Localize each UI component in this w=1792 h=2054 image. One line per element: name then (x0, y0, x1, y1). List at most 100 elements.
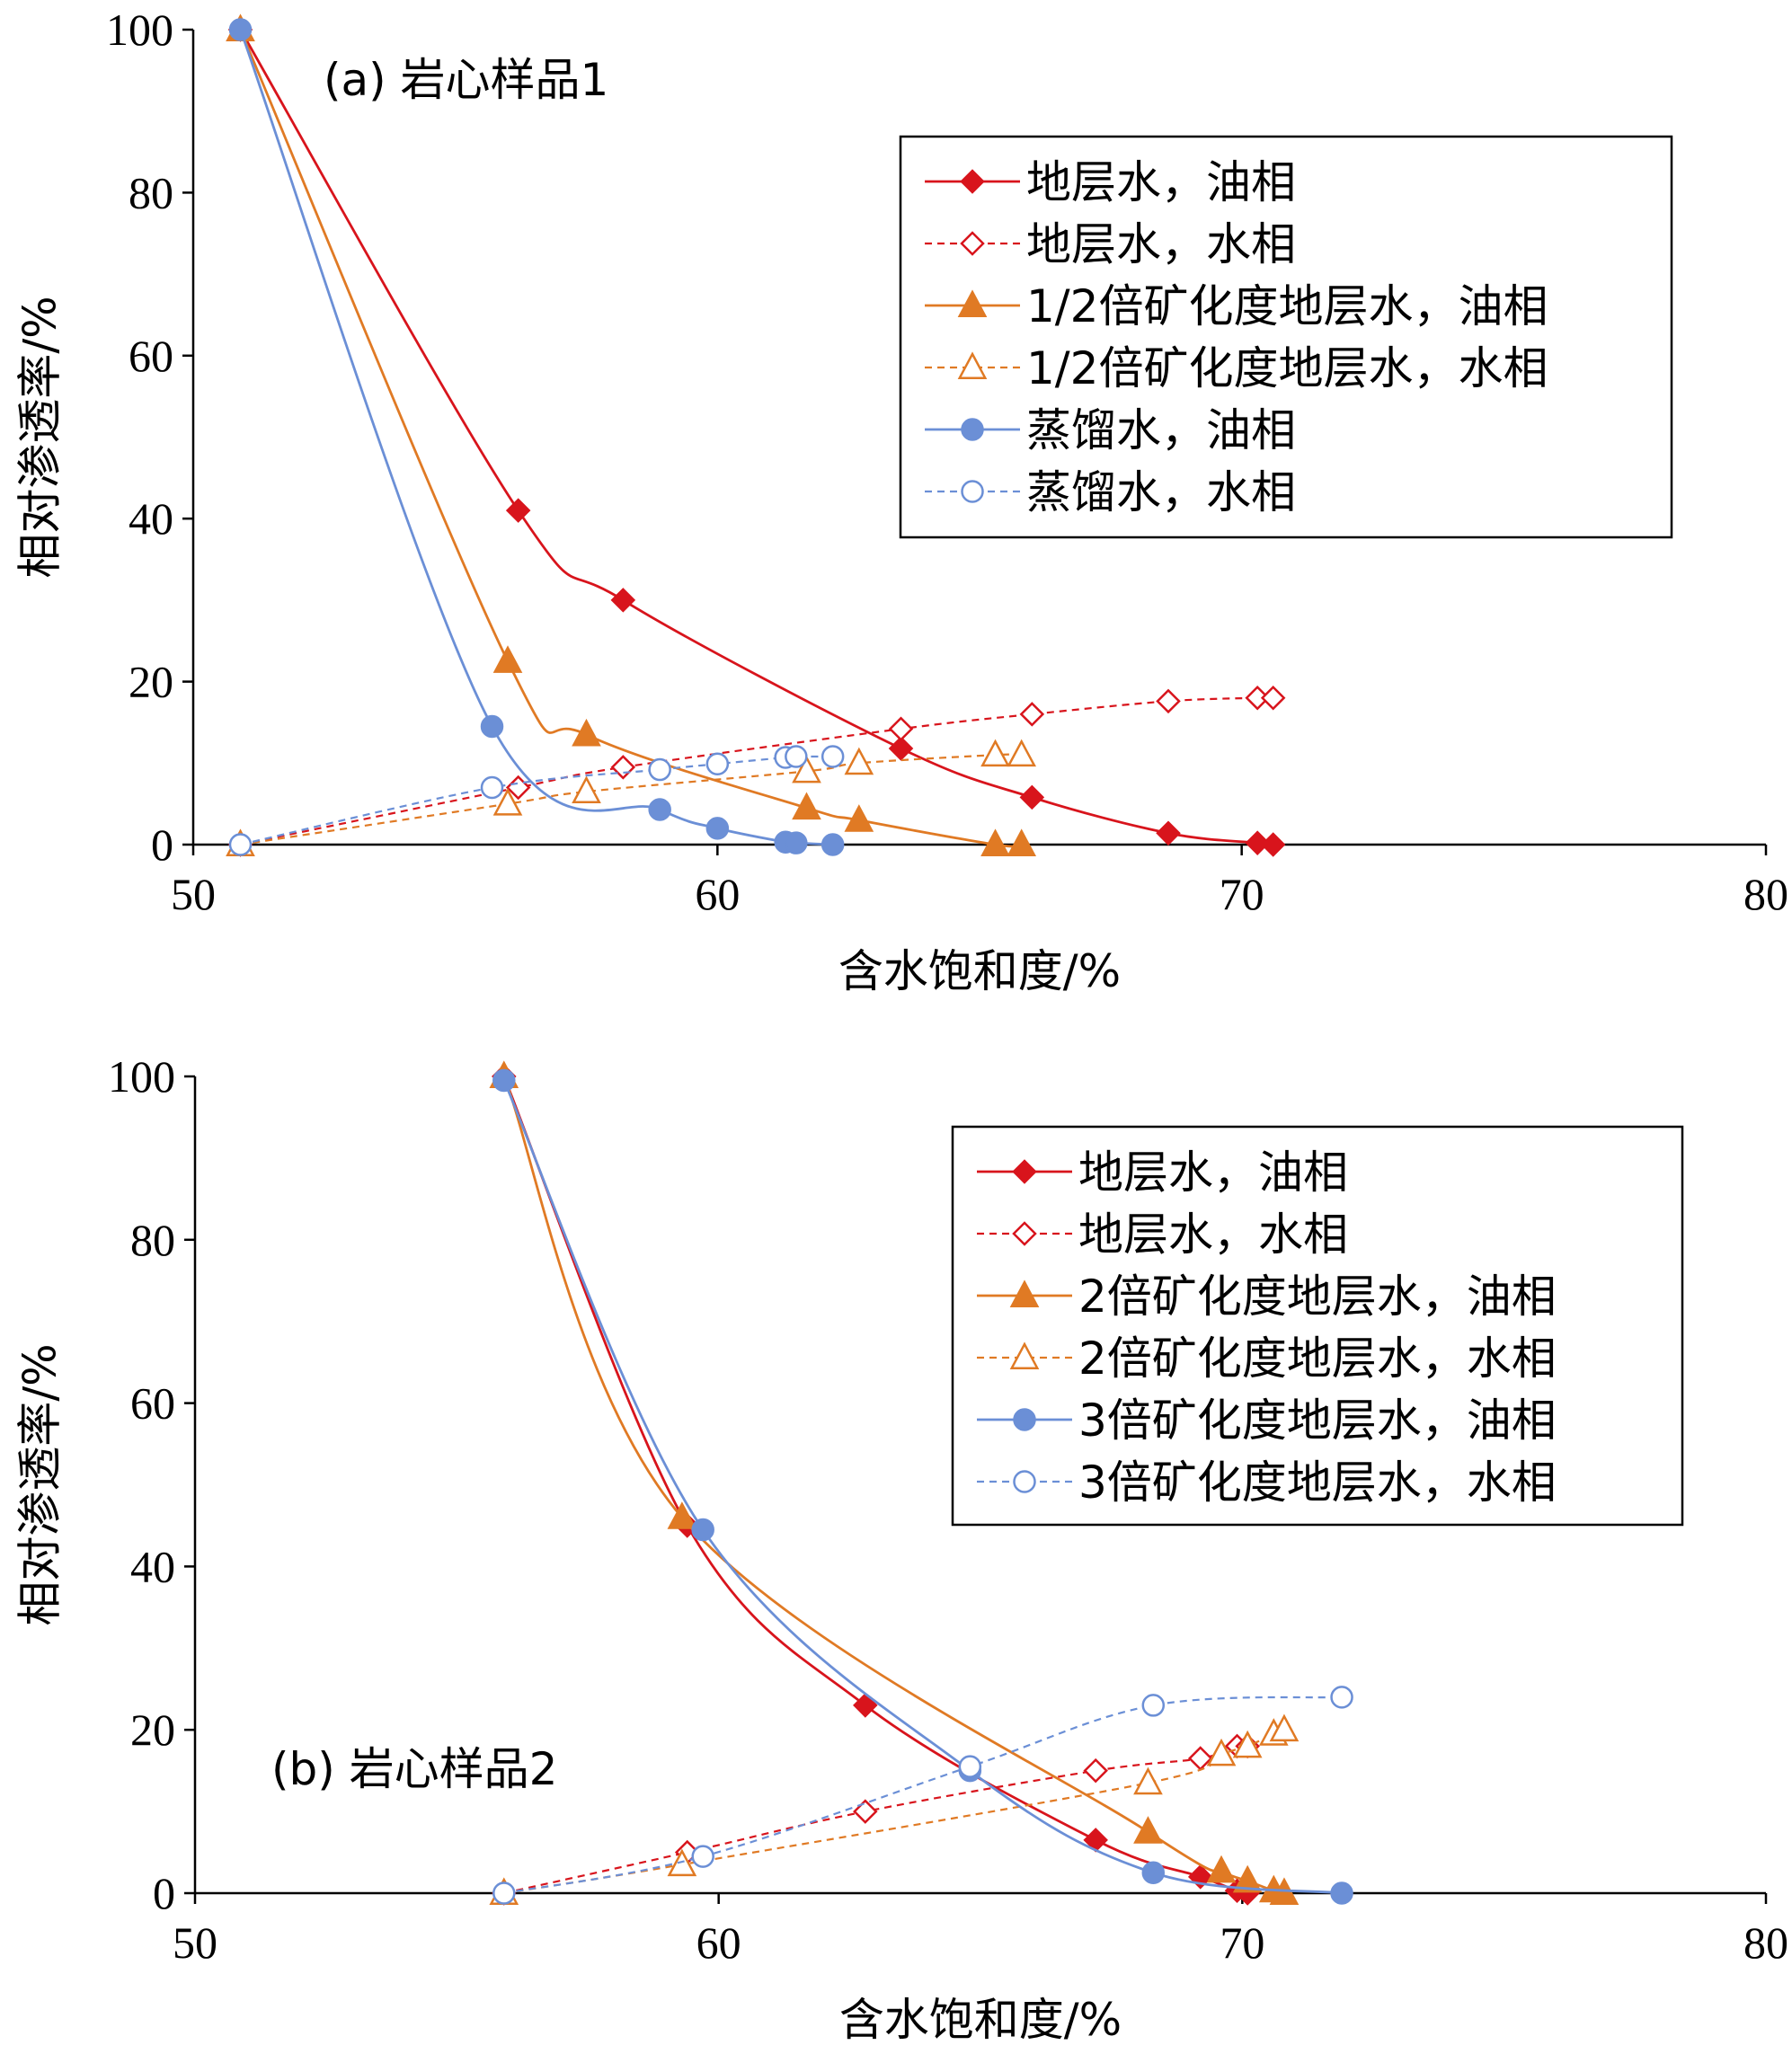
y-tick-label: 20 (129, 657, 173, 707)
data-point (785, 745, 808, 768)
legend-entry: 1/2倍矿化度地层水，水相 (925, 342, 1548, 394)
series-line (239, 29, 1022, 848)
legend-swatch-marker (1009, 1341, 1040, 1369)
data-point (1141, 1694, 1166, 1717)
data-point (980, 828, 1010, 856)
legend-label: 地层水，水相 (1026, 218, 1296, 270)
panel-annotation: (b) 岩心样品2 (271, 1743, 557, 1795)
data-point (1232, 1730, 1263, 1758)
legend-label: 1/2倍矿化度地层水，油相 (1026, 280, 1548, 332)
series-line (240, 755, 833, 846)
x-tick-label: 70 (1220, 1917, 1264, 1968)
legend-label: 地层水，油相 (1078, 1147, 1348, 1199)
data-point (228, 833, 253, 856)
data-point (792, 755, 821, 784)
legend-swatch-marker (960, 231, 985, 256)
y-tick-label: 100 (108, 1051, 175, 1102)
chart-panel-a: 0 20 40 60 80 100 50 60 70 80 含水饱和度/% 相对渗透率/% 地层水，油相… (14, 4, 1789, 997)
data-point (844, 747, 874, 775)
legend-label: 1/2倍矿化度地层水，水相 (1026, 342, 1548, 394)
panel-annotation: (a) 岩心样品1 (324, 54, 608, 106)
data-point (1206, 1738, 1237, 1766)
data-point (980, 739, 1010, 767)
data-point (1133, 1816, 1163, 1844)
x-tick-label: 70 (1220, 869, 1264, 919)
legend-label: 2倍矿化度地层水，水相 (1078, 1332, 1557, 1385)
data-point (1260, 832, 1286, 857)
data-point (1141, 1861, 1166, 1885)
data-point (1269, 1713, 1300, 1742)
legend-entry: 3倍矿化度地层水，油相 (977, 1394, 1557, 1447)
data-point (1156, 688, 1181, 714)
y-tick-label: 80 (130, 1215, 175, 1265)
y-tick-label: 0 (151, 819, 173, 870)
legend-entry: 蒸馏水，油相 (925, 404, 1296, 456)
series-3 (226, 739, 1037, 856)
data-point (480, 775, 504, 800)
data-point (667, 1501, 697, 1529)
data-point (505, 498, 531, 523)
data-point (691, 1845, 714, 1868)
data-point (648, 798, 671, 821)
data-point (853, 1799, 878, 1824)
y-tick-label: 20 (130, 1704, 175, 1755)
legend-entry: 地层水，水相 (977, 1208, 1348, 1261)
data-point (610, 755, 636, 780)
data-point (492, 787, 523, 816)
data-point (1330, 1881, 1353, 1905)
x-tick-label: 50 (173, 1917, 217, 1968)
legend-label: 地层水，水相 (1078, 1208, 1348, 1261)
y-tick-label: 0 (153, 1868, 175, 1918)
data-point (785, 831, 808, 854)
series-4 (228, 18, 845, 856)
y-axis-title: 相对渗透率/% (14, 1343, 67, 1625)
data-point (1007, 739, 1037, 767)
data-point (610, 588, 636, 613)
y-axis-title: 相对渗透率/% (14, 296, 67, 578)
series-line (502, 1079, 1343, 1895)
series-1 (227, 685, 1286, 857)
legend-entry: 地层水，油相 (977, 1147, 1348, 1199)
data-point (853, 1693, 878, 1718)
series-5 (228, 745, 845, 856)
legend-label: 蒸馏水，水相 (1026, 466, 1296, 518)
legend-label: 3倍矿化度地层水，水相 (1078, 1456, 1557, 1509)
legend-entry: 1/2倍矿化度地层水，油相 (925, 280, 1548, 332)
legend-entry: 地层水，油相 (925, 156, 1296, 208)
data-point (1133, 1766, 1163, 1795)
data-point (1330, 1686, 1353, 1709)
data-point (228, 18, 253, 41)
series-line (240, 696, 1273, 846)
y-tick-label: 60 (130, 1378, 175, 1429)
legend-swatch-marker (957, 351, 988, 379)
series-line (503, 1744, 1248, 1895)
legend-swatch-marker (1009, 1279, 1040, 1307)
legend-box (899, 135, 1673, 539)
data-point (958, 1755, 982, 1778)
data-point (1007, 828, 1037, 856)
data-point (888, 716, 914, 741)
series-line (502, 1076, 1248, 1895)
y-tick-label: 40 (129, 493, 173, 544)
legend-label: 2倍矿化度地层水，油相 (1078, 1270, 1557, 1323)
legend-entry: 蒸馏水，水相 (925, 466, 1296, 518)
legend-label: 地层水，油相 (1026, 156, 1296, 208)
x-tick-label: 60 (695, 869, 740, 919)
series-5 (492, 1686, 1353, 1905)
data-point (572, 775, 601, 803)
data-point (821, 745, 845, 768)
data-point (705, 817, 730, 840)
series-3 (489, 1713, 1300, 1905)
data-point (821, 833, 845, 856)
x-axis-title: 含水饱和度/% (839, 1994, 1122, 2046)
x-axis-title: 含水饱和度/% (838, 945, 1121, 997)
legend-swatch-marker (961, 480, 984, 503)
data-point (691, 1518, 714, 1542)
data-point (648, 757, 671, 782)
legend-swatch-marker (1012, 1159, 1037, 1184)
legend-entry: 2倍矿化度地层水，水相 (977, 1332, 1557, 1385)
y-tick-label: 100 (106, 4, 173, 55)
legend-label: 蒸馏水，油相 (1026, 404, 1296, 456)
